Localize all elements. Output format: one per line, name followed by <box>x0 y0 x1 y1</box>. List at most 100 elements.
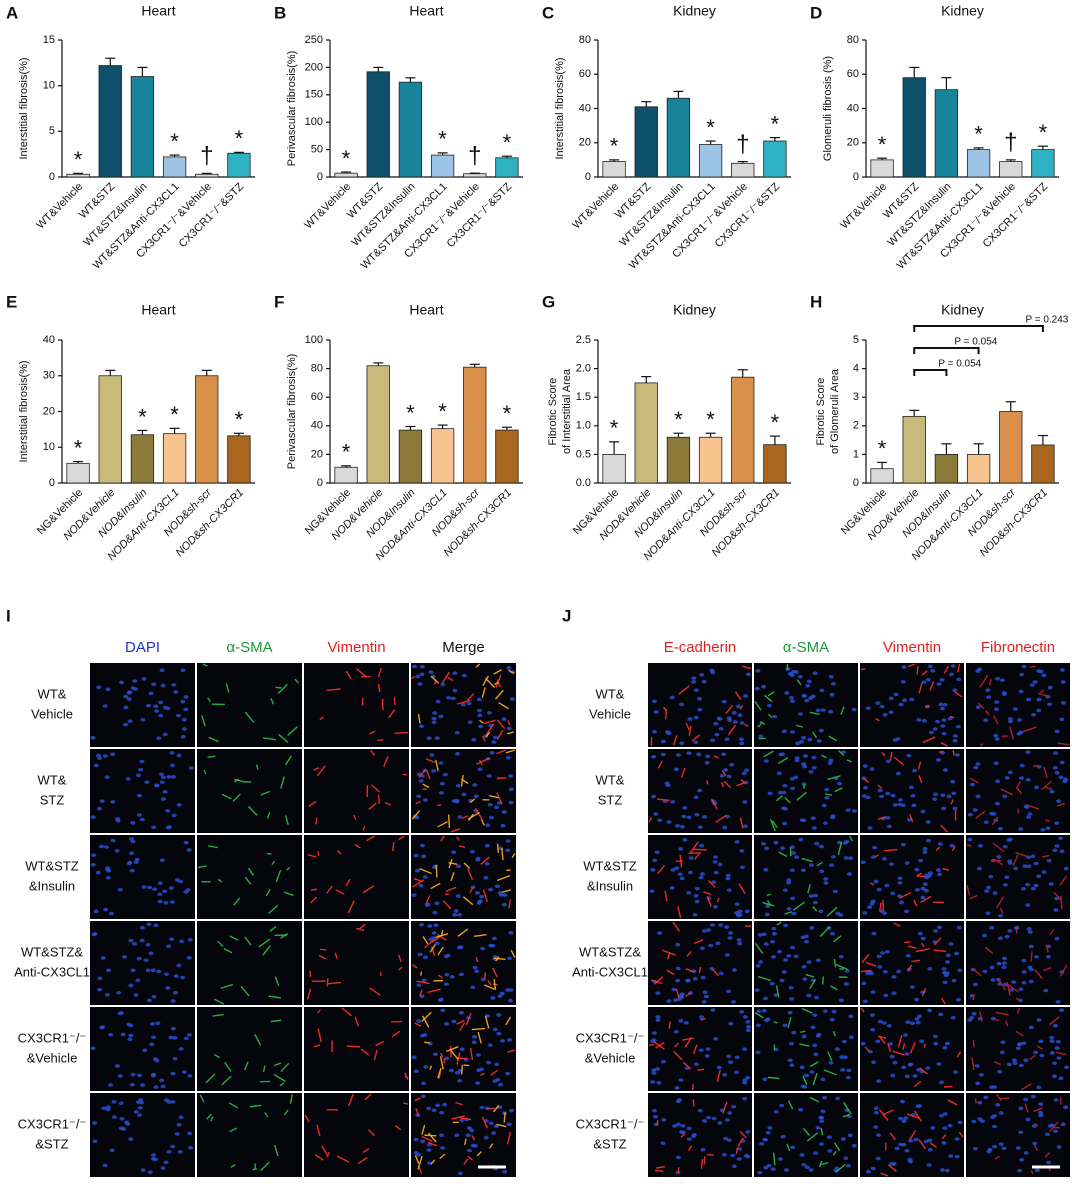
nucleus <box>106 968 112 973</box>
stain <box>771 820 778 828</box>
significance-mark: * <box>974 122 983 147</box>
stain <box>448 861 458 866</box>
nucleus <box>781 970 787 974</box>
stain <box>778 851 788 858</box>
nucleus <box>983 1095 989 1100</box>
nucleus <box>130 839 136 844</box>
nucleus <box>477 767 483 772</box>
nucleus <box>978 1073 984 1077</box>
nucleus <box>791 669 797 674</box>
nucleus <box>154 783 160 788</box>
nucleus <box>745 672 751 677</box>
nucleus <box>118 1011 124 1015</box>
nucleus <box>830 854 836 859</box>
nucleus <box>698 875 704 880</box>
nucleus <box>508 800 514 805</box>
nucleus <box>985 688 991 692</box>
stain <box>280 776 285 789</box>
stain <box>830 985 838 991</box>
stain <box>439 1056 444 1070</box>
nucleus <box>474 891 480 895</box>
nucleus <box>497 890 503 895</box>
nucleus <box>1012 707 1018 711</box>
nucleus <box>465 1133 471 1137</box>
nucleus <box>477 713 483 718</box>
nucleus <box>835 911 841 916</box>
stain <box>700 1017 706 1021</box>
nucleus <box>1030 854 1036 859</box>
stain <box>508 669 515 675</box>
nucleus <box>735 913 741 918</box>
nucleus <box>423 1065 429 1069</box>
bar <box>162 433 187 484</box>
stain <box>784 796 791 804</box>
nucleus <box>932 727 938 731</box>
stain <box>922 736 936 744</box>
stain <box>675 988 680 999</box>
stain <box>997 860 1003 866</box>
bar <box>227 435 251 484</box>
nucleus <box>717 862 723 867</box>
nucleus <box>472 965 478 970</box>
nucleus <box>834 1047 840 1051</box>
significance-mark: * <box>406 400 415 425</box>
row-label: CX3CR1⁻/⁻ <box>18 1030 87 1045</box>
stain <box>391 1030 401 1038</box>
stain <box>725 704 734 715</box>
nucleus <box>814 841 820 846</box>
nucleus <box>805 683 811 688</box>
nucleus <box>117 888 123 892</box>
nucleus <box>1019 763 1025 768</box>
stain <box>1016 808 1020 814</box>
stain <box>693 939 704 944</box>
nucleus <box>988 874 994 879</box>
nucleus <box>755 1050 761 1055</box>
nucleus <box>999 678 1005 682</box>
chart-title: Kidney <box>941 302 984 318</box>
nucleus <box>91 1121 97 1125</box>
nucleus <box>178 1047 184 1051</box>
significance-mark: * <box>610 134 619 159</box>
nucleus <box>457 815 463 819</box>
chart-title: Heart <box>141 302 175 318</box>
nucleus <box>119 1117 125 1121</box>
nucleus <box>788 695 794 700</box>
micrograph-bg <box>754 749 858 833</box>
stain <box>1030 1170 1034 1175</box>
nucleus <box>1038 1113 1044 1118</box>
stain <box>326 688 341 692</box>
nucleus <box>848 1035 854 1040</box>
bar <box>934 89 959 178</box>
nucleus <box>997 1069 1003 1074</box>
nucleus <box>470 1143 476 1148</box>
nucleus <box>761 932 767 937</box>
nucleus <box>128 938 134 943</box>
stain <box>954 691 963 698</box>
stain <box>1006 981 1011 996</box>
stain <box>812 731 818 739</box>
y-axis-label: Interstitial fibrosis(%) <box>18 57 30 159</box>
y-tick-label: 60 <box>579 68 591 80</box>
stain <box>456 1057 468 1060</box>
nucleus <box>670 800 676 804</box>
stain <box>777 757 789 765</box>
stain <box>440 835 445 842</box>
nucleus <box>933 929 939 933</box>
nucleus <box>118 1101 124 1106</box>
nucleus <box>734 902 740 907</box>
nucleus <box>653 710 659 714</box>
nucleus <box>1001 961 1007 965</box>
nucleus <box>1028 944 1034 949</box>
stain <box>489 795 499 799</box>
nucleus <box>994 700 1000 704</box>
nucleus <box>461 792 467 797</box>
micrograph-bg <box>648 921 752 1005</box>
stain <box>496 729 504 740</box>
nucleus <box>1059 1008 1065 1012</box>
stain <box>490 1069 498 1076</box>
stain <box>907 945 917 949</box>
stain <box>933 949 947 953</box>
nucleus <box>473 794 479 799</box>
nucleus <box>812 1043 818 1048</box>
